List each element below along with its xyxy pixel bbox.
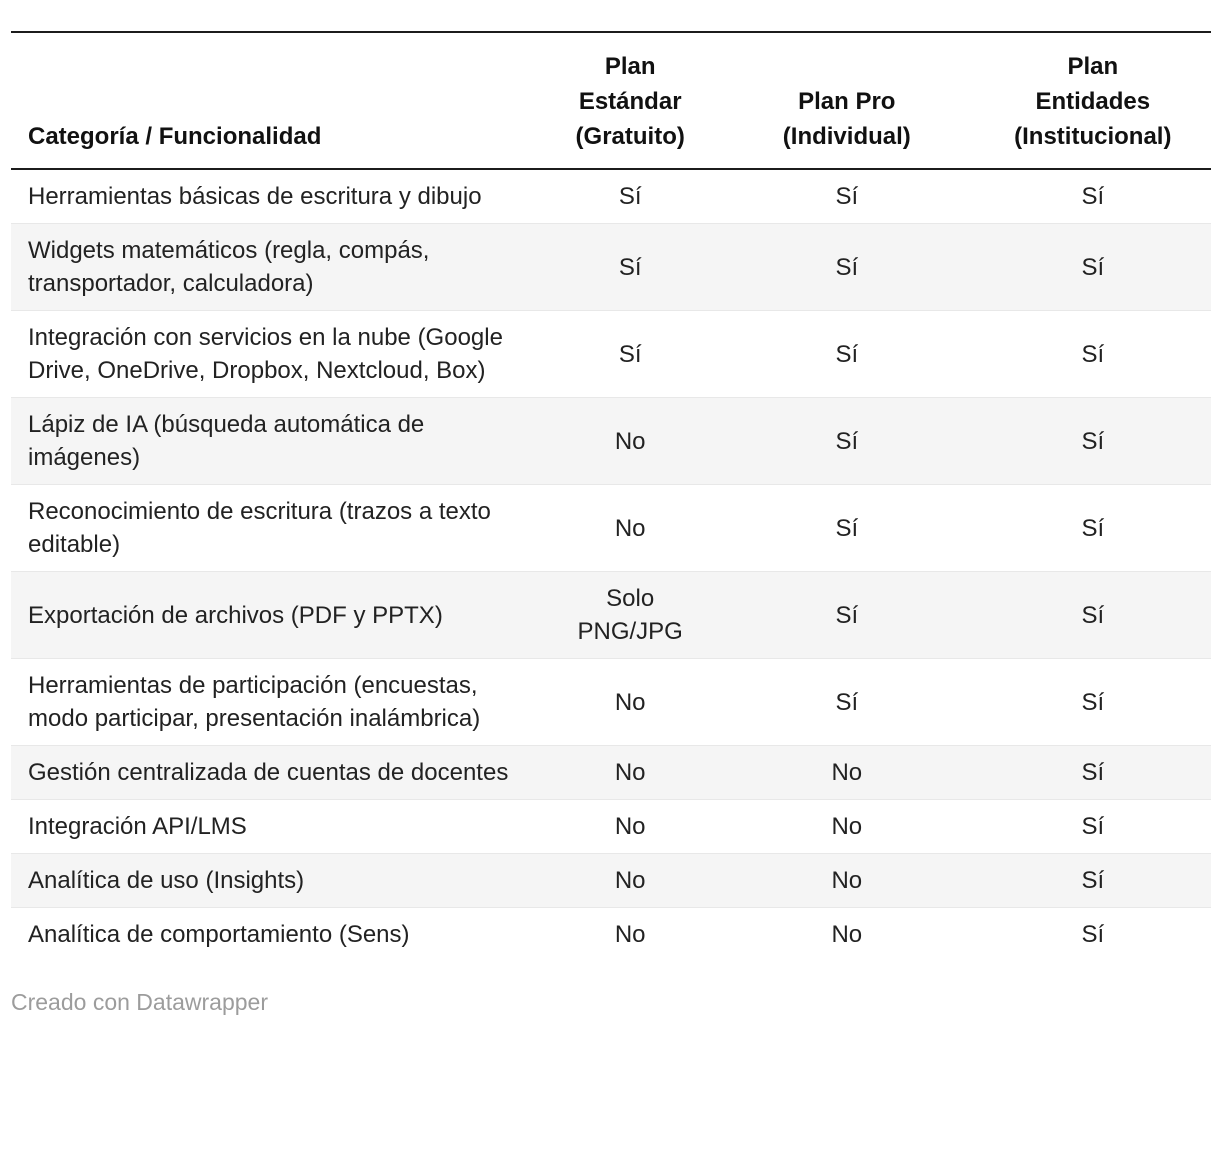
category-cell: Reconocimiento de escritura (trazos a te… <box>11 484 542 572</box>
column-header-plan-pro: Plan Pro (Individual) <box>718 32 975 170</box>
table-header: Categoría / Funcionalidad Plan Estándar … <box>11 32 1211 170</box>
column-header-plan-estandar: Plan Estándar (Gratuito) <box>541 32 719 170</box>
table-row: Herramientas básicas de escritura y dibu… <box>11 169 1211 224</box>
value-cell: No <box>541 853 719 908</box>
column-header-plan-entidades: Plan Entidades (Institucional) <box>974 32 1211 170</box>
table-row: Analítica de uso (Insights) No No Sí <box>11 853 1211 908</box>
table-row: Analítica de comportamiento (Sens) No No… <box>11 907 1211 961</box>
value-cell: Sí <box>974 571 1211 659</box>
attribution-line: Creado con Datawrapper <box>11 989 1211 1016</box>
value-cell: Sí <box>618 183 642 210</box>
value-cell: Sí <box>718 310 975 398</box>
category-cell: Herramientas de participación (encuestas… <box>11 658 542 746</box>
value-cell: Sí <box>718 397 975 485</box>
table-row: Integración API/LMS No No Sí <box>11 799 1211 854</box>
value-cell: Sí <box>974 658 1211 746</box>
value-cell: Sí <box>974 745 1211 800</box>
table-row: Widgets matemáticos (regla, compás, tran… <box>11 223 1211 311</box>
category-cell: Herramientas básicas de escritura y dibu… <box>28 183 482 210</box>
table-row: Gestión centralizada de cuentas de docen… <box>11 745 1211 800</box>
value-cell: No <box>541 745 719 800</box>
attribution-text: Creado con Datawrapper <box>11 989 268 1015</box>
table-row: Integración con servicios en la nube (Go… <box>11 310 1211 398</box>
table-row: Reconocimiento de escritura (trazos a te… <box>11 484 1211 572</box>
table-row: Herramientas de participación (encuestas… <box>11 658 1211 746</box>
category-cell: Widgets matemáticos (regla, compás, tran… <box>11 223 542 311</box>
value-cell: Sí <box>974 223 1211 311</box>
category-cell: Analítica de uso (Insights) <box>11 853 542 908</box>
value-cell: Sí <box>974 853 1211 908</box>
value-cell: No <box>541 484 719 572</box>
value-cell: No <box>718 907 975 961</box>
value-cell: Sí <box>974 310 1211 398</box>
category-cell: Integración con servicios en la nube (Go… <box>11 310 542 398</box>
category-cell: Gestión centralizada de cuentas de docen… <box>11 745 542 800</box>
column-header-category: Categoría / Funcionalidad <box>11 32 542 170</box>
category-cell: Analítica de comportamiento (Sens) <box>11 907 542 961</box>
value-cell: No <box>718 745 975 800</box>
value-cell: Sí <box>718 484 975 572</box>
value-cell: Sí <box>718 223 975 311</box>
value-cell: No <box>718 853 975 908</box>
value-cell: Sí <box>718 658 975 746</box>
value-cell: No <box>718 799 975 854</box>
value-cell: No <box>541 658 719 746</box>
value-cell: Sí <box>718 571 975 659</box>
value-cell: Sí <box>541 310 719 398</box>
table-row: Exportación de archivos (PDF y PPTX) Sol… <box>11 571 1211 659</box>
value-cell: Solo PNG/JPG <box>541 571 719 659</box>
value-cell: Sí <box>974 799 1211 854</box>
value-cell: Sí <box>974 484 1211 572</box>
table-body: Herramientas básicas de escritura y dibu… <box>11 169 1211 961</box>
category-cell: Lápiz de IA (búsqueda automática de imág… <box>11 397 542 485</box>
category-cell: Exportación de archivos (PDF y PPTX) <box>11 571 542 659</box>
value-cell: Sí <box>974 907 1211 961</box>
table-row: Lápiz de IA (búsqueda automática de imág… <box>11 397 1211 485</box>
datawrapper-table-chart: Categoría / Funcionalidad Plan Estándar … <box>11 31 1211 1016</box>
plan-comparison-table: Categoría / Funcionalidad Plan Estándar … <box>11 31 1211 961</box>
header-row: Categoría / Funcionalidad Plan Estándar … <box>11 32 1211 170</box>
category-cell: Integración API/LMS <box>11 799 542 854</box>
value-cell: Sí <box>541 223 719 311</box>
value-cell: No <box>541 907 719 961</box>
value-cell: Sí <box>974 397 1211 485</box>
value-cell: No <box>541 799 719 854</box>
value-cell: Sí <box>835 183 859 210</box>
value-cell: Sí <box>1081 183 1105 210</box>
value-cell: No <box>541 397 719 485</box>
